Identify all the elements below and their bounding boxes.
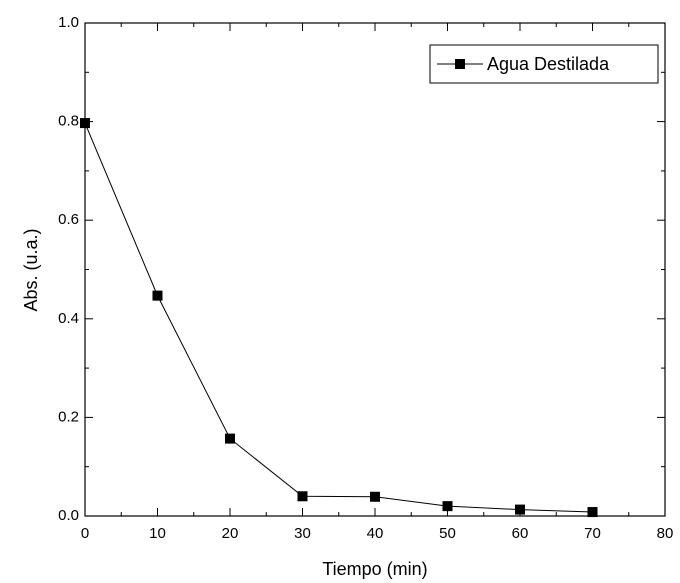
x-tick-label: 20 [222, 525, 239, 542]
y-tick-label: 0.2 [58, 408, 79, 425]
data-point [515, 504, 525, 515]
data-point [370, 491, 380, 502]
x-tick-label: 30 [294, 525, 311, 542]
y-tick-label: 0.0 [58, 507, 79, 524]
legend: Agua Destilada [429, 44, 659, 84]
x-tick-label: 0 [81, 525, 89, 542]
data-point [80, 118, 90, 129]
x-tick-label: 10 [149, 525, 166, 542]
data-point [442, 501, 453, 512]
y-tick-label: 0.4 [58, 310, 79, 327]
data-point [225, 433, 235, 444]
legend-marker [455, 59, 465, 69]
y-tick-label: 1.0 [58, 14, 79, 31]
data-point [152, 290, 163, 301]
x-tick-label: 50 [439, 525, 456, 542]
x-tick-label: 40 [367, 525, 384, 542]
x-tick-label: 80 [657, 525, 674, 542]
x-tick-label: 70 [584, 525, 601, 542]
x-tick-label: 60 [512, 525, 529, 542]
y-tick-label: 0.8 [58, 113, 79, 130]
data-point [587, 507, 598, 518]
y-tick-label: 0.6 [58, 211, 79, 228]
legend-label: Agua Destilada [487, 54, 610, 74]
y-axis-title: Abs. (u.a.) [21, 228, 41, 311]
series-line [84, 122, 593, 513]
plot-frame [84, 22, 666, 517]
x-axis-title: Tiempo (min) [322, 559, 427, 579]
data-point [297, 491, 308, 502]
